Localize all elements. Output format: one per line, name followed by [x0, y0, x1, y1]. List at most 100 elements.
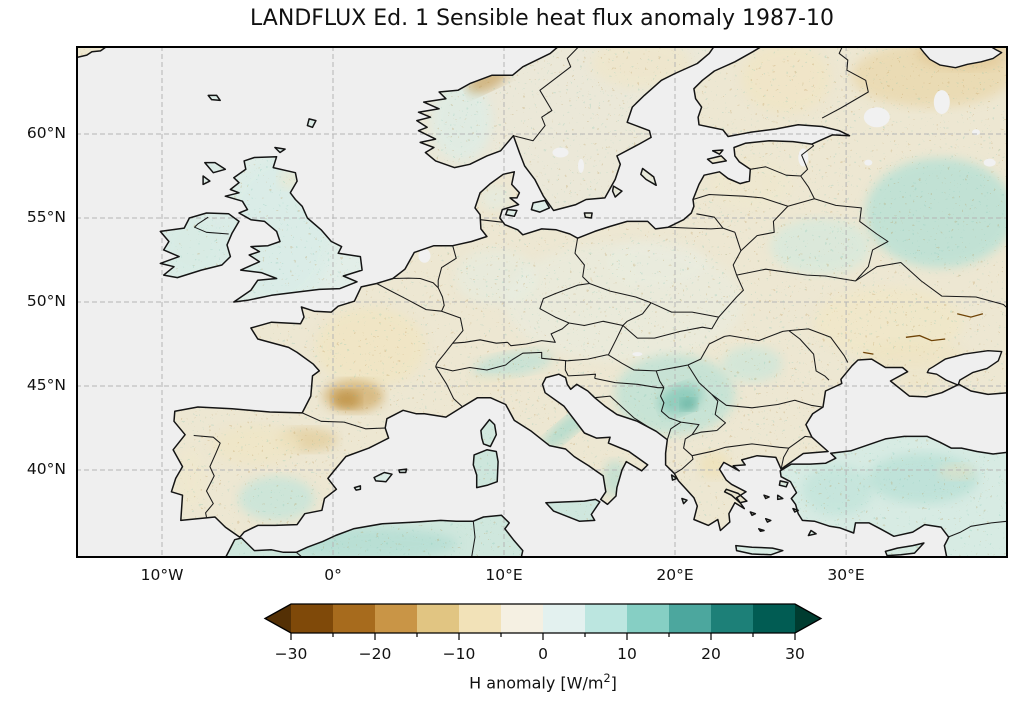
lake-rybinsk	[983, 158, 996, 167]
x-tick-label: 20°E	[656, 566, 694, 584]
border-at-hu	[607, 325, 624, 356]
lake-balaton	[632, 352, 643, 357]
coast-euboea	[723, 488, 748, 504]
coast-gotland	[640, 167, 657, 187]
colorbar-tick-label: 20	[701, 645, 721, 663]
colorbar-band	[753, 604, 795, 633]
colorbar-band	[459, 604, 501, 633]
coast-oland	[611, 185, 623, 198]
border-si-it	[564, 360, 569, 377]
colorbar-label-text: H anomaly [W/m	[469, 673, 604, 693]
coast-cyclades-1	[749, 511, 757, 517]
country-borders	[193, 46, 1008, 558]
coast-north-africa	[224, 514, 524, 558]
river-anomaly-squiggles	[863, 313, 984, 355]
border-sk-pl	[650, 302, 719, 318]
border-lt-ru-kaliningrad	[696, 213, 724, 229]
border-dz-tn	[470, 521, 476, 558]
border-sk-ua	[711, 316, 720, 330]
colorbar-svg	[263, 603, 823, 640]
border-lv-ru-by	[787, 175, 815, 207]
map-svg	[76, 46, 1008, 558]
x-tick-label: 30°E	[827, 566, 865, 584]
coast-continental-europe	[170, 46, 1008, 538]
figure-title: LANDFLUX Ed. 1 Sensible heat flux anomal…	[250, 6, 834, 31]
border-al-gr	[674, 455, 694, 474]
border-be-nl	[392, 277, 439, 289]
coast-scandinavia	[416, 46, 716, 212]
coast-ibiza	[353, 485, 362, 491]
colorbar-arrow-right	[795, 604, 821, 633]
border-ee-ru	[800, 143, 815, 177]
coast-sardinia	[472, 449, 499, 489]
colorbar-band	[333, 604, 375, 633]
coast-cyclades-3	[758, 528, 765, 533]
coast-bornholm	[583, 212, 593, 219]
border-mk-gr	[691, 446, 726, 457]
border-cz-at	[568, 320, 624, 327]
border-bg-gr	[725, 443, 789, 449]
border-lv-ee	[750, 166, 801, 177]
border-de-dk	[480, 219, 503, 223]
border-md-ro	[788, 330, 830, 381]
coast-hebrides-south	[202, 175, 211, 186]
border-by-ua	[736, 268, 856, 282]
coast-ireland	[159, 212, 240, 279]
x-tick-label: 0°	[324, 566, 342, 584]
lake-vattern	[578, 158, 584, 173]
lake-onega	[933, 90, 950, 115]
y-tick-label: 60°N	[26, 124, 66, 143]
lake-ladoga	[863, 107, 890, 128]
border-rs-bg	[711, 394, 727, 431]
border-at-it	[511, 351, 568, 362]
coast-mallorca	[373, 471, 393, 483]
border-ua-ru	[855, 261, 1008, 310]
colorbar-label: H anomaly [W/m2]	[343, 672, 743, 692]
coast-corfu	[670, 474, 678, 481]
coast-sicily	[545, 498, 601, 522]
colorbar-tick-label: 10	[617, 645, 637, 663]
border-de-ch	[452, 339, 508, 344]
border-ro-ua	[724, 330, 789, 342]
colorbar-label-close: ]	[610, 673, 617, 693]
border-rs-hr	[655, 370, 665, 388]
border-es-fr	[301, 412, 386, 430]
coast-anatolia-levant	[779, 435, 1008, 558]
border-de-at	[507, 322, 570, 347]
coast-hiiumaa	[711, 149, 724, 155]
border-fi-ru	[821, 46, 869, 119]
colorbar-tick-label: −20	[358, 645, 392, 663]
border-si-at	[567, 354, 609, 362]
border-bg-tr	[788, 435, 812, 449]
coast-hebrides-north	[204, 161, 227, 174]
colorbar-label-sup: 2	[603, 672, 611, 685]
coast-iceland-fragment	[76, 46, 109, 59]
coast-skyros	[763, 494, 770, 500]
colorbar-band	[585, 604, 627, 633]
border-sk-hu	[622, 325, 712, 339]
border-by-ru	[814, 198, 889, 282]
coast-cyprus	[884, 542, 925, 557]
sea-white-sea	[918, 46, 1003, 69]
border-cz-pl	[589, 283, 652, 304]
border-ba-rs-me	[659, 387, 700, 435]
coast-shetland	[306, 118, 317, 129]
coast-cyclades-2	[764, 517, 772, 523]
border-ro-rs	[687, 364, 713, 395]
coast-menorca	[398, 468, 408, 474]
x-tick-label: 10°E	[485, 566, 523, 584]
colorbar-tick-label: 30	[785, 645, 805, 663]
coast-rhodes	[807, 529, 817, 537]
map-axes	[76, 46, 1008, 558]
border-pl-by	[732, 232, 742, 276]
coastlines	[76, 46, 1008, 558]
colorbar-tick-label: −30	[274, 645, 308, 663]
colorbar-band	[543, 604, 585, 633]
y-tick-label: 55°N	[26, 208, 66, 226]
colorbar-band	[627, 604, 669, 633]
coast-great-britain	[224, 155, 363, 303]
border-be-de	[437, 287, 445, 312]
coast-crete	[735, 544, 784, 556]
border-rs-mk	[691, 429, 717, 436]
border-ch-it	[435, 359, 513, 372]
